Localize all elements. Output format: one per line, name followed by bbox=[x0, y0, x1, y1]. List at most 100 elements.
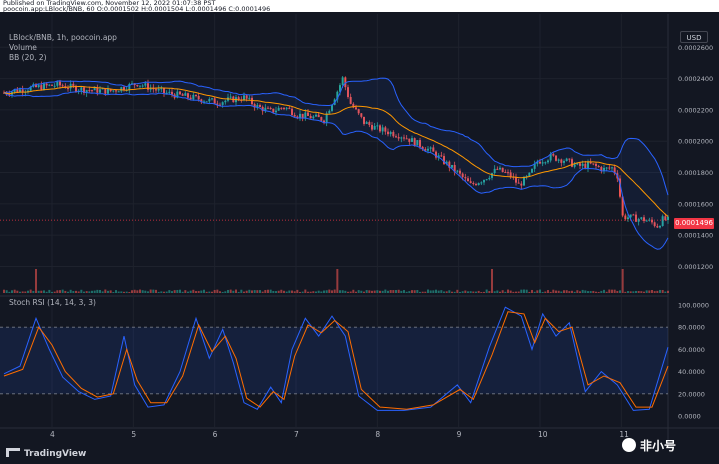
volume-bar bbox=[413, 290, 416, 293]
candle-body bbox=[475, 184, 477, 186]
volume-bar bbox=[587, 291, 589, 293]
candle-body bbox=[605, 167, 608, 169]
candle-body bbox=[160, 88, 163, 90]
volume-bar bbox=[293, 291, 296, 293]
currency-button[interactable]: USD bbox=[680, 31, 708, 43]
volume-bar bbox=[216, 289, 219, 293]
volume-bar bbox=[400, 290, 403, 293]
volume-bar bbox=[283, 290, 285, 293]
volume-bar bbox=[603, 289, 605, 293]
candle-body bbox=[115, 90, 117, 92]
volume-bar bbox=[323, 290, 325, 293]
volume-bar bbox=[371, 290, 373, 293]
volume-bar bbox=[91, 290, 93, 293]
volume-bar bbox=[224, 291, 227, 293]
volume-bar bbox=[144, 290, 147, 293]
candle-body bbox=[637, 218, 640, 222]
volume-bar bbox=[27, 290, 29, 293]
volume-bar bbox=[269, 289, 272, 293]
candle-body bbox=[261, 106, 264, 112]
candle-body bbox=[603, 167, 605, 171]
candle-body bbox=[467, 178, 469, 182]
volume-bar bbox=[59, 290, 61, 293]
candle-body bbox=[104, 88, 107, 94]
volume-bar bbox=[616, 290, 619, 293]
candle-body bbox=[147, 83, 149, 90]
volume-bar bbox=[325, 290, 328, 293]
candle-body bbox=[357, 109, 360, 114]
volume-bar bbox=[621, 269, 624, 293]
volume-bar bbox=[147, 291, 149, 293]
candle-body bbox=[144, 83, 147, 86]
candle-body bbox=[136, 85, 139, 87]
candle-body bbox=[531, 168, 533, 173]
candle-body bbox=[493, 168, 496, 174]
volume-bar bbox=[504, 291, 507, 293]
volume-bar bbox=[109, 290, 112, 293]
volume-bar bbox=[445, 291, 448, 293]
volume-bar bbox=[605, 291, 608, 293]
volume-bar bbox=[637, 290, 640, 293]
volume-bar bbox=[211, 291, 213, 293]
volume-bar bbox=[107, 290, 109, 293]
candle-body bbox=[371, 124, 373, 130]
candle-body bbox=[613, 167, 616, 174]
stoch-tick-label: 0.0000 bbox=[678, 413, 701, 421]
time-tick-label: 10 bbox=[538, 430, 548, 439]
volume-bar bbox=[576, 290, 579, 293]
stoch-rsi-label[interactable]: Stoch RSI (14, 14, 3, 3) bbox=[9, 298, 96, 307]
symbol-label[interactable]: LBlock/BNB, 1h, poocoin.app bbox=[9, 33, 117, 42]
volume-bar bbox=[37, 290, 40, 293]
volume-bar bbox=[328, 289, 331, 293]
volume-bar bbox=[533, 291, 536, 293]
volume-bar bbox=[8, 291, 11, 293]
candle-body bbox=[352, 103, 355, 108]
candle-body bbox=[219, 104, 221, 106]
stoch-k-line bbox=[3, 306, 669, 411]
candle-body bbox=[43, 83, 45, 90]
candle-body bbox=[128, 83, 131, 90]
time-tick-label: 11 bbox=[619, 430, 629, 439]
volume-bar bbox=[427, 289, 429, 293]
volume-bar bbox=[541, 291, 544, 293]
candle-body bbox=[51, 84, 53, 86]
volume-bar bbox=[136, 290, 139, 293]
volume-bar bbox=[227, 289, 229, 293]
time-tick-label: 5 bbox=[131, 430, 136, 439]
volume-bar bbox=[117, 291, 120, 293]
candle-body bbox=[611, 167, 613, 169]
candle-body bbox=[515, 177, 517, 183]
volume-bar bbox=[157, 291, 160, 293]
candle-body bbox=[643, 217, 645, 221]
candle-body bbox=[427, 148, 429, 151]
volume-bar bbox=[608, 289, 611, 293]
candle-body bbox=[72, 83, 75, 86]
candle-body bbox=[419, 140, 421, 147]
volume-bar bbox=[565, 290, 568, 293]
candle-body bbox=[443, 156, 445, 164]
volume-bar bbox=[592, 290, 595, 293]
candle-body bbox=[392, 131, 395, 137]
volume-label[interactable]: Volume bbox=[9, 43, 37, 52]
candle-body bbox=[627, 217, 629, 220]
tradingview-name: TradingView bbox=[24, 449, 87, 459]
candle-body bbox=[395, 136, 397, 138]
candle-body bbox=[85, 90, 88, 94]
volume-bar bbox=[648, 290, 651, 293]
candle-body bbox=[320, 117, 323, 121]
footer-bar bbox=[0, 444, 719, 464]
candle-body bbox=[267, 107, 269, 109]
volume-bar bbox=[192, 289, 195, 293]
candle-body bbox=[472, 183, 475, 185]
candle-body bbox=[405, 138, 408, 140]
candle-body bbox=[29, 86, 32, 91]
candle-body bbox=[632, 214, 635, 216]
candle-body bbox=[576, 163, 579, 165]
volume-bar bbox=[235, 289, 237, 293]
volume-bar bbox=[125, 291, 128, 293]
volume-bar bbox=[93, 290, 96, 293]
volume-bar bbox=[496, 290, 499, 293]
bollinger-label[interactable]: BB (20, 2) bbox=[9, 53, 47, 62]
candle-body bbox=[384, 127, 387, 132]
